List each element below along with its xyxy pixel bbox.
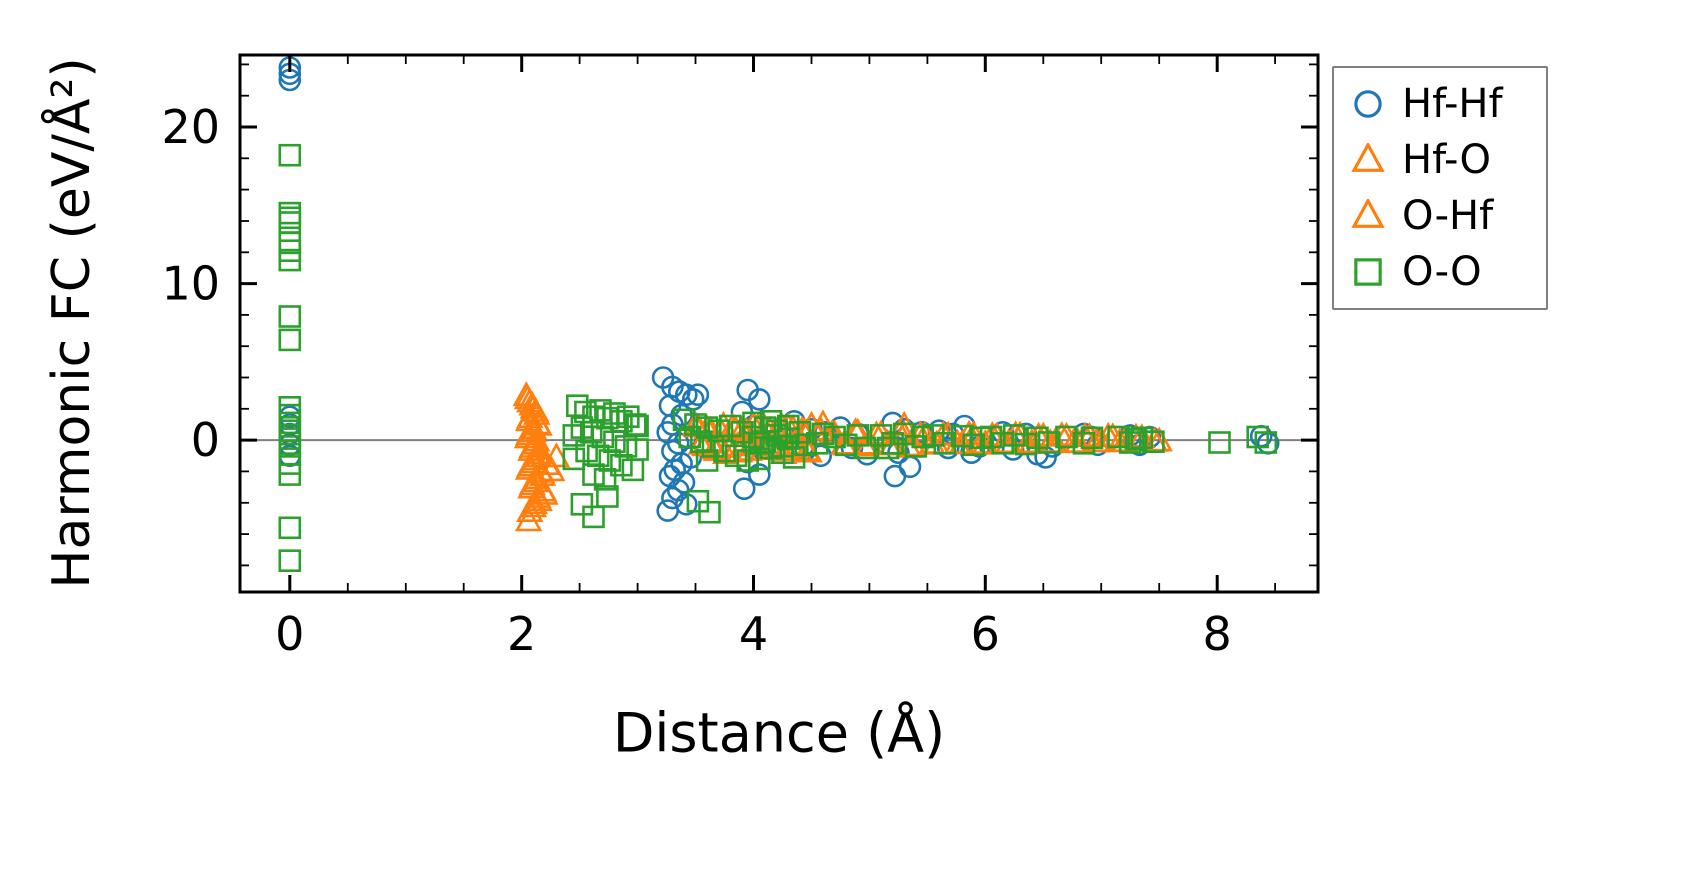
legend-label: Hf-O	[1402, 137, 1492, 183]
x-tick-label: 0	[275, 607, 304, 661]
legend-label: Hf-Hf	[1402, 81, 1503, 127]
circle-marker-icon	[1354, 90, 1382, 118]
square-marker-icon	[1354, 258, 1382, 286]
y-tick-label: 0	[191, 413, 220, 467]
legend: Hf-Hf Hf-O O-Hf O-O	[1332, 66, 1548, 310]
legend-label: O-O	[1402, 249, 1482, 295]
legend-label: O-Hf	[1402, 193, 1494, 239]
x-tick-label: 8	[1203, 607, 1232, 661]
legend-item-o-hf: O-Hf	[1350, 192, 1530, 240]
x-tick-label: 4	[739, 607, 768, 661]
legend-item-hf-hf: Hf-Hf	[1350, 80, 1530, 128]
legend-item-o-o: O-O	[1350, 248, 1530, 296]
triangle-marker-icon	[1351, 143, 1385, 172]
x-axis-label: Distance (Å)	[612, 701, 946, 765]
triangle-marker-icon	[1351, 199, 1385, 228]
x-tick-label: 2	[507, 607, 536, 661]
x-tick-label: 6	[971, 607, 1000, 661]
legend-item-hf-o: Hf-O	[1350, 136, 1530, 184]
y-tick-label: 20	[161, 100, 220, 154]
y-tick-label: 10	[161, 257, 220, 311]
y-axis-label: Harmonic FC (eV/Å²)	[42, 57, 102, 589]
